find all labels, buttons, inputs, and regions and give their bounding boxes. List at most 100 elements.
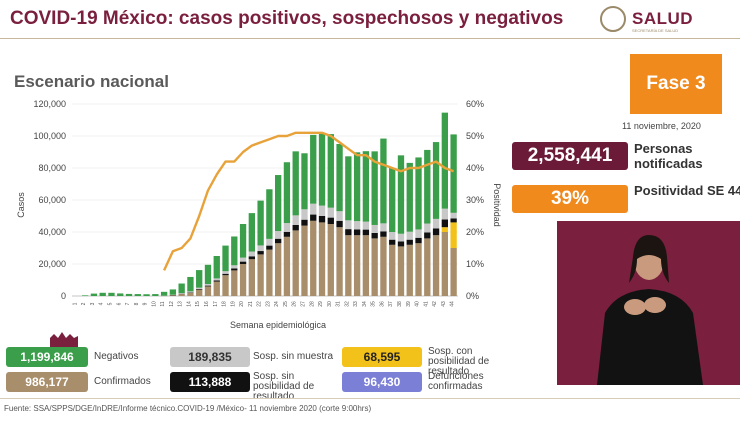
bar-confirmados xyxy=(397,246,405,296)
bar-negativos xyxy=(204,264,212,284)
x-tick-label: 18 xyxy=(222,301,228,307)
bar-sosp-sin-muestra xyxy=(187,291,194,293)
x-tick-label: 6 xyxy=(116,302,122,305)
bar-sosp-sin-posibilidad-de-resultado xyxy=(213,280,220,282)
bar-sosp-sin-muestra xyxy=(310,203,317,215)
y2-tick-label: 0% xyxy=(466,291,479,301)
x-tick-label: 2 xyxy=(81,302,87,305)
bar-sosp-sin-muestra xyxy=(257,245,264,252)
positividad-value: 39% xyxy=(512,185,628,213)
bar-sosp-sin-posibilidad-de-resultado xyxy=(231,268,238,271)
x-tick-label: 22 xyxy=(257,301,263,307)
x-tick-label: 20 xyxy=(239,301,245,307)
bar-sosp-sin-posibilidad-de-resultado xyxy=(336,220,343,228)
bar-negativos xyxy=(353,152,361,222)
bar-negativos xyxy=(99,292,106,296)
bar-negativos xyxy=(178,283,185,294)
bar-confirmados xyxy=(301,225,308,296)
bar-sosp-sin-muestra xyxy=(222,271,229,274)
y-tick-label: 120,000 xyxy=(33,99,66,109)
x-tick-label: 34 xyxy=(362,301,368,307)
bar-sosp-sin-muestra xyxy=(450,212,457,219)
bar-confirmados xyxy=(222,275,229,296)
x-tick-label: 40 xyxy=(415,301,421,307)
y-tick-label: 100,000 xyxy=(33,131,66,141)
logo-subtext: SECRETARÍA DE SALUD xyxy=(632,28,679,33)
x-axis-label: Semana epidemiológica xyxy=(230,320,326,330)
bar-sosp-sin-posibilidad-de-resultado xyxy=(196,288,203,290)
y-tick-label: 20,000 xyxy=(38,259,66,269)
bar-sosp-sin-muestra xyxy=(196,287,203,289)
bar-sosp-sin-posibilidad-de-resultado xyxy=(345,229,352,236)
weekly-cases-chart: 020,00040,00060,00080,000100,000120,000 … xyxy=(16,99,502,330)
x-tick-label: 21 xyxy=(248,301,254,307)
bar-sosp-sin-muestra xyxy=(397,233,405,242)
bar-sosp-sin-muestra xyxy=(318,205,326,216)
report-date: 11 noviembre, 2020 xyxy=(622,121,701,131)
x-tick-label: 35 xyxy=(371,301,377,307)
bar-sosp-sin-posibilidad-de-resultado xyxy=(248,256,255,260)
bar-sosp-sin-posibilidad-de-resultado xyxy=(301,219,308,226)
personas-notificadas-label: Personas notificadas xyxy=(634,141,703,171)
x-tick-label: 33 xyxy=(353,301,359,307)
bar-sosp-sin-posibilidad-de-resultado xyxy=(362,229,370,236)
bar-sosp-sin-muestra xyxy=(406,231,413,240)
bar-sosp-con-posibilidad-de-resultado xyxy=(450,222,457,248)
x-tick-label: 31 xyxy=(336,301,342,307)
bar-sosp-sin-muestra xyxy=(371,224,378,233)
bar-sosp-sin-posibilidad-de-resultado xyxy=(432,228,440,236)
legend-emblem-icon xyxy=(48,330,80,348)
bar-negativos xyxy=(257,200,264,246)
bar-confirmados xyxy=(353,235,361,296)
bar-confirmados xyxy=(345,235,352,296)
x-tick-label: 11 xyxy=(160,301,166,306)
bar-confirmados xyxy=(196,289,203,296)
page-title: COVID-19 México: casos positivos, sospec… xyxy=(10,8,564,29)
footer-divider xyxy=(0,398,740,399)
bar-negativos xyxy=(283,162,291,224)
bar-sosp-sin-posibilidad-de-resultado xyxy=(397,241,405,247)
sosp-sin-posibilidad-label: Sosp. sin posibilidad de resultado xyxy=(253,371,315,402)
x-tick-label: 36 xyxy=(379,301,385,307)
bar-confirmados xyxy=(310,220,317,296)
bar-sosp-sin-muestra xyxy=(336,211,343,221)
bar-sosp-sin-posibilidad-de-resultado xyxy=(327,217,334,224)
bar-negativos xyxy=(152,294,159,296)
y2-tick-label: 10% xyxy=(466,259,484,269)
bar-confirmados xyxy=(380,236,387,296)
bar-negativos xyxy=(222,245,229,272)
bar-sosp-sin-muestra xyxy=(415,229,422,238)
bar-confirmados xyxy=(362,235,370,296)
x-tick-label: 42 xyxy=(432,301,438,307)
confirmados-value: 986,177 xyxy=(6,372,88,392)
bar-confirmados xyxy=(432,235,440,296)
x-tick-label: 24 xyxy=(274,301,280,307)
positividad-label: Positividad SE 44 xyxy=(634,183,740,198)
defunciones-value: 96,430 xyxy=(342,372,422,392)
bar-sosp-sin-posibilidad-de-resultado xyxy=(222,273,229,276)
y-tick-label: 80,000 xyxy=(38,163,66,173)
sosp-con-posibilidad-value: 68,595 xyxy=(342,347,422,367)
x-tick-label: 3 xyxy=(90,302,96,305)
x-tick-label: 41 xyxy=(423,301,429,307)
bar-negativos xyxy=(143,294,150,296)
bar-negativos xyxy=(310,134,317,204)
x-tick-label: 37 xyxy=(388,301,394,307)
x-tick-label: 30 xyxy=(327,301,333,307)
bar-sosp-sin-muestra xyxy=(362,221,370,230)
bar-negativos xyxy=(318,133,326,206)
bar-sosp-sin-posibilidad-de-resultado xyxy=(441,219,448,228)
x-tick-label: 25 xyxy=(283,301,289,307)
bar-negativos xyxy=(169,289,177,295)
bar-confirmados xyxy=(292,230,299,296)
x-tick-label: 19 xyxy=(230,301,236,307)
bar-sosp-sin-muestra xyxy=(213,278,220,281)
bar-confirmados xyxy=(318,222,326,296)
personas-notificadas-value: 2,558,441 xyxy=(512,142,628,170)
eagle-emblem-icon xyxy=(600,6,626,32)
bar-confirmados xyxy=(266,249,273,296)
bar-confirmados xyxy=(239,264,247,296)
bar-sosp-sin-posibilidad-de-resultado xyxy=(406,239,413,245)
bar-negativos xyxy=(266,189,273,239)
bar-sosp-sin-posibilidad-de-resultado xyxy=(283,231,291,237)
